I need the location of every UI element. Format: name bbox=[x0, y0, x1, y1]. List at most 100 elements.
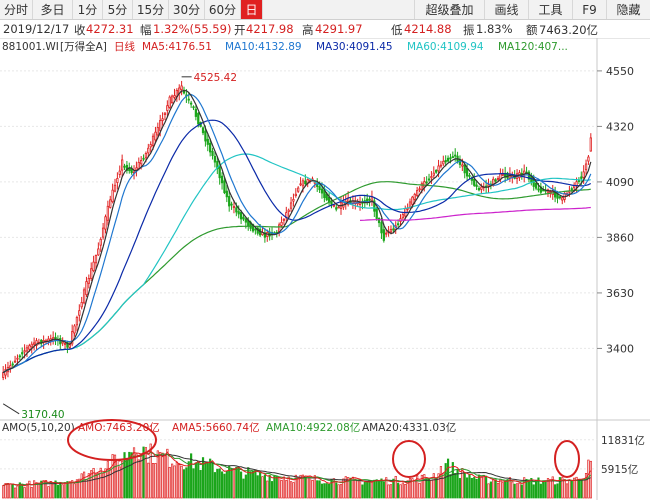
candle-body bbox=[280, 221, 283, 226]
candle-body bbox=[216, 160, 219, 170]
candle-body bbox=[130, 168, 133, 174]
candles-layer bbox=[2, 80, 592, 381]
volume-bar bbox=[68, 481, 71, 499]
candlestick-chart[interactable]: 4550 4320 4090 3860 3630 3400 11831亿 5915亿 881… bbox=[0, 38, 650, 500]
candle-body bbox=[68, 344, 71, 348]
volume-bar bbox=[563, 479, 566, 499]
volume-bar bbox=[337, 484, 340, 499]
volume-bar bbox=[339, 484, 343, 499]
tools-button[interactable]: 工具 bbox=[528, 0, 572, 19]
volume-bar bbox=[90, 470, 93, 499]
candle-body bbox=[201, 127, 205, 134]
candle-body bbox=[232, 206, 236, 208]
volume-tick-label: 5915亿 bbox=[601, 463, 638, 476]
candle-body bbox=[242, 216, 245, 220]
tab-daily[interactable]: 日 bbox=[241, 0, 263, 19]
volume-bar bbox=[301, 474, 305, 499]
volume-bar bbox=[342, 478, 345, 499]
volume-bar bbox=[71, 480, 74, 499]
amount-value: 7463.20亿 bbox=[539, 23, 599, 37]
candle-body bbox=[465, 168, 469, 177]
volume-bar bbox=[318, 480, 321, 499]
volume-bar bbox=[394, 475, 397, 499]
volume-bar bbox=[235, 466, 238, 499]
candle-body bbox=[435, 169, 438, 173]
volume-bar bbox=[118, 466, 121, 499]
volume-bar bbox=[477, 474, 481, 499]
candle-body bbox=[494, 179, 497, 182]
volume-bar bbox=[413, 479, 416, 499]
volume-bar bbox=[40, 480, 43, 499]
amplitude-label: 振 bbox=[463, 23, 475, 37]
volume-bar bbox=[182, 469, 186, 499]
volume-bar bbox=[18, 482, 21, 499]
volume-bar bbox=[373, 479, 376, 499]
volume-bar bbox=[135, 453, 138, 499]
tab-1min[interactable]: 1分 bbox=[73, 0, 103, 19]
volume-bar bbox=[187, 461, 190, 499]
tab-30min[interactable]: 30分 bbox=[169, 0, 205, 19]
candle-body bbox=[71, 331, 74, 345]
volume-bar bbox=[87, 473, 90, 499]
quote-date: 2019/12/17 bbox=[3, 22, 70, 36]
volume-bar bbox=[44, 480, 48, 499]
volume-bar bbox=[475, 478, 478, 499]
close-value: 4272.31 bbox=[86, 22, 134, 36]
volume-bar bbox=[104, 468, 107, 499]
candle-body bbox=[156, 127, 159, 136]
draw-line-button[interactable]: 画线 bbox=[484, 0, 528, 19]
candle-body bbox=[278, 224, 281, 233]
candle-body bbox=[263, 232, 267, 238]
candle-body bbox=[444, 159, 447, 163]
f9-button[interactable]: F9 bbox=[572, 0, 606, 19]
tab-15min[interactable]: 15分 bbox=[133, 0, 169, 19]
volume-average-lines bbox=[2, 450, 592, 487]
overlay-button[interactable]: 超级叠加 bbox=[414, 0, 484, 19]
volume-bar bbox=[56, 484, 59, 499]
candle-body bbox=[584, 163, 588, 171]
legend-ma5: MA5:4176.51 bbox=[142, 41, 212, 53]
tab-60min[interactable]: 60分 bbox=[205, 0, 241, 19]
candle-body bbox=[78, 310, 81, 316]
volume-bar bbox=[251, 470, 255, 499]
volume-bar bbox=[425, 478, 428, 499]
volume-bar bbox=[47, 486, 50, 499]
candle-body bbox=[173, 95, 176, 98]
candle-body bbox=[382, 229, 385, 241]
volume-bar bbox=[80, 473, 83, 499]
candle-body bbox=[568, 190, 571, 193]
candle-body bbox=[413, 193, 416, 200]
volume-bar bbox=[437, 473, 440, 499]
high-label: 高 bbox=[302, 23, 314, 37]
volume-bar bbox=[166, 448, 169, 499]
candle-body bbox=[392, 228, 395, 231]
volume-bar bbox=[199, 470, 202, 499]
hide-button[interactable]: 隐藏 bbox=[606, 0, 650, 19]
volume-bar bbox=[218, 468, 221, 499]
tab-intraday[interactable]: 分时 bbox=[0, 0, 33, 19]
price-tick-labels: 4550 4320 4090 3860 3630 3400 bbox=[597, 65, 634, 355]
volume-bar bbox=[249, 471, 252, 499]
tab-5min[interactable]: 5分 bbox=[103, 0, 133, 19]
volume-bar bbox=[554, 484, 557, 499]
volume-bar bbox=[466, 477, 469, 499]
candle-body bbox=[418, 188, 421, 191]
candle-body bbox=[480, 186, 483, 190]
candle-body bbox=[577, 180, 581, 182]
volume-bar bbox=[565, 483, 569, 499]
candle-body bbox=[408, 201, 412, 208]
volume-bar bbox=[35, 482, 38, 499]
volume-bar bbox=[504, 480, 507, 499]
candle-body bbox=[28, 345, 31, 350]
price-tick-label: 3630 bbox=[606, 287, 634, 300]
volume-bar bbox=[113, 454, 117, 499]
volume-bar bbox=[173, 465, 176, 499]
tab-multi-day[interactable]: 多日 bbox=[33, 0, 73, 19]
volume-bar bbox=[52, 483, 55, 499]
volume-bar bbox=[366, 480, 369, 499]
volume-bar bbox=[320, 483, 324, 499]
volume-bar bbox=[406, 480, 409, 499]
candle-body bbox=[61, 341, 64, 344]
candle-body bbox=[335, 207, 338, 210]
candle-body bbox=[80, 302, 83, 308]
